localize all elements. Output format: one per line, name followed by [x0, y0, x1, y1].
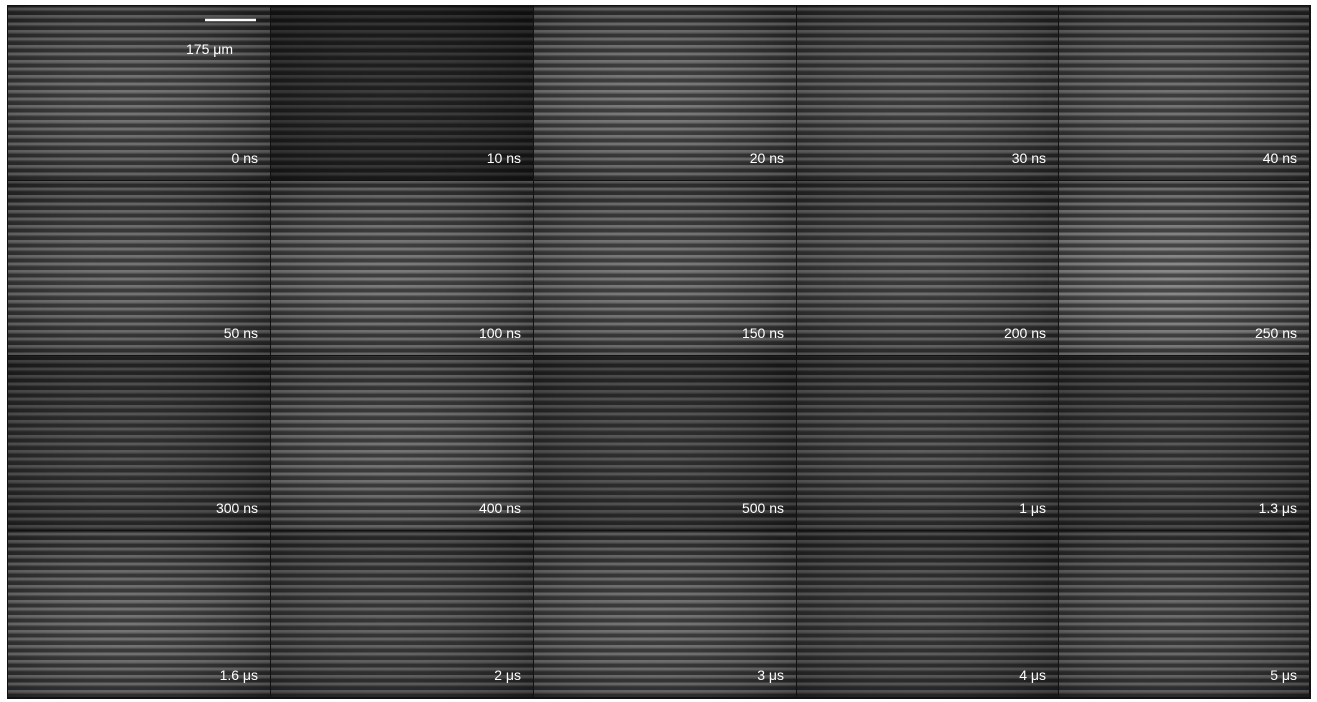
time-label: 400 ns: [479, 500, 521, 516]
image-panel: 200 ns: [797, 181, 1058, 355]
image-panel: 250 ns: [1059, 181, 1309, 355]
image-panel: 1.3 μs: [1059, 356, 1309, 530]
image-panel: 30 ns: [797, 6, 1058, 180]
image-panel: 50 ns: [8, 181, 270, 355]
time-label: 5 μs: [1270, 667, 1297, 683]
time-label: 20 ns: [750, 150, 784, 166]
scale-bar-label: 175 μm: [186, 41, 233, 57]
image-panel: 10 ns: [271, 6, 533, 180]
image-panel: 500 ns: [534, 356, 796, 530]
time-label: 500 ns: [742, 500, 784, 516]
time-label: 50 ns: [224, 325, 258, 341]
image-panel: 4 μs: [797, 531, 1058, 697]
time-label: 1 μs: [1019, 500, 1046, 516]
image-panel: 1 μs: [797, 356, 1058, 530]
time-label: 2 μs: [494, 667, 521, 683]
image-panel: 5 μs: [1059, 531, 1309, 697]
time-label: 100 ns: [479, 325, 521, 341]
figure: 0 ns 10 ns 20 ns 30 ns 40 ns 50 ns 100 ns 150 n…: [0, 0, 1317, 702]
image-panel: 20 ns: [534, 6, 796, 180]
image-panel: 0 ns: [8, 6, 270, 180]
time-label: 10 ns: [487, 150, 521, 166]
image-panel: 300 ns: [8, 356, 270, 530]
image-panel: 3 μs: [534, 531, 796, 697]
time-label: 150 ns: [742, 325, 784, 341]
time-label: 1.6 μs: [220, 667, 258, 683]
image-panel: 2 μs: [271, 531, 533, 697]
image-panel: 150 ns: [534, 181, 796, 355]
time-label: 200 ns: [1004, 325, 1046, 341]
image-panel: 100 ns: [271, 181, 533, 355]
image-panel: 1.6 μs: [8, 531, 270, 697]
time-label: 3 μs: [757, 667, 784, 683]
time-label: 30 ns: [1012, 150, 1046, 166]
time-label: 0 ns: [232, 150, 258, 166]
image-panel: 400 ns: [271, 356, 533, 530]
time-label: 4 μs: [1019, 667, 1046, 683]
time-label: 40 ns: [1263, 150, 1297, 166]
time-label: 300 ns: [216, 500, 258, 516]
image-panel: 40 ns: [1059, 6, 1309, 180]
time-label: 250 ns: [1255, 325, 1297, 341]
time-label: 1.3 μs: [1259, 500, 1297, 516]
